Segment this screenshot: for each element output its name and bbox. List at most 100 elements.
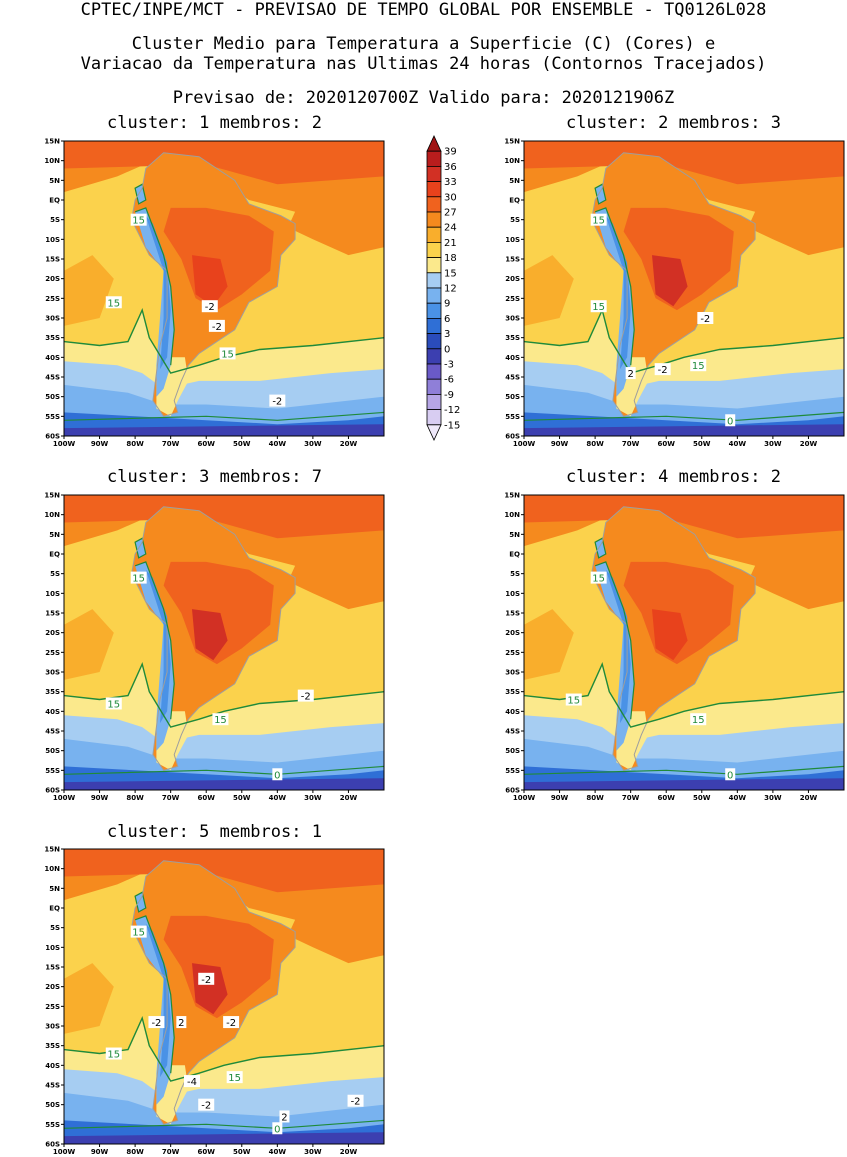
contour-label-box (176, 1016, 187, 1029)
map-panel-4: 15N 10N 5N EQ 5S 10S 15S 20S 25S 30S 35S 40S 45S 50S 5… (504, 492, 845, 801)
map-panel-2: 15N 10N 5N EQ 5S 10S 15S 20S 25S 30S 35S 40S 45S 50S 5… (504, 138, 845, 447)
lon-label: 30W (764, 794, 782, 801)
colorbar-segment (426, 287, 442, 304)
colorbar-label: 6 (444, 314, 450, 325)
lon-label: 80W (586, 794, 604, 801)
lon-label: 90W (551, 440, 569, 447)
lat-label: 50S (505, 747, 520, 755)
lat-label: 40S (505, 708, 520, 716)
map-frame (523, 140, 845, 437)
lat-label: 35S (505, 334, 520, 342)
colorbar-label: 3 (444, 329, 450, 340)
contour-label: 15 (221, 349, 234, 360)
lon-label: 40W (269, 794, 287, 801)
coastline (591, 506, 756, 771)
colorbar-label: 12 (444, 284, 457, 295)
contour-label-box (148, 1016, 165, 1029)
lat-label: 45S (45, 1082, 60, 1090)
lon-label: 20W (340, 794, 358, 801)
contour-label: 2 (178, 1018, 184, 1029)
lon-label: 80W (586, 440, 604, 447)
contour-label-box (272, 768, 283, 781)
contour-label: 15 (107, 1050, 120, 1061)
contour-label-box (725, 414, 736, 427)
colorbar-segment (426, 409, 442, 426)
lat-label: 15N (504, 138, 520, 146)
lat-label: EQ (49, 197, 60, 205)
tropical-ocean-band (64, 849, 384, 893)
andes-high-region (145, 569, 171, 724)
lon-label: 80W (126, 440, 144, 447)
lat-label: 30S (505, 669, 520, 677)
lat-label: 5N (509, 177, 520, 185)
coastline (131, 506, 296, 771)
lat-label: 20S (45, 983, 60, 991)
andes-high-region (605, 215, 631, 370)
lat-label: 30S (45, 669, 60, 677)
ecuador-cold-patch (134, 891, 147, 913)
contour-label: -2 (151, 1018, 161, 1029)
contour-label: 15 (692, 361, 705, 372)
lat-label: 25S (45, 649, 60, 657)
lat-label: 35S (45, 1042, 60, 1050)
lat-label: 10S (505, 590, 520, 598)
andes-isotherm-line (594, 561, 635, 720)
lat-label: 35S (45, 688, 60, 696)
pacific-warm-patch (64, 963, 114, 1034)
lat-label: 45S (505, 374, 520, 382)
contour-label: 15 (692, 715, 705, 726)
tropical-ocean-band (64, 495, 384, 539)
interior-core-region (652, 255, 688, 307)
map-frame (63, 494, 385, 791)
ecuador-cold-patch (134, 183, 147, 205)
lon-label: 50W (233, 440, 251, 447)
lon-label: 40W (729, 440, 747, 447)
lat-label: 55S (45, 413, 60, 421)
lon-label: 50W (693, 794, 711, 801)
contour-label-box (654, 363, 671, 376)
lat-label: 60S (45, 1141, 60, 1149)
colorbar-top-triangle (426, 135, 442, 152)
lon-label: 100W (53, 1148, 76, 1155)
lat-label: 5S (50, 216, 60, 224)
lon-label: 20W (340, 1148, 358, 1155)
isotherm-0c-line (63, 765, 385, 775)
lat-label: 15S (505, 256, 520, 264)
contour-label: 0 (727, 770, 733, 781)
map-frame (63, 848, 385, 1145)
lat-label: 60S (45, 787, 60, 795)
lon-label: 80W (126, 794, 144, 801)
andes-isotherm-line (594, 207, 635, 366)
forecast-valid-line: Previsao de: 2020120700Z Valido para: 20… (172, 88, 675, 108)
contour-label-box (347, 1094, 364, 1107)
subtitle-line-1: Cluster Medio para Temperatura a Superfi… (131, 34, 716, 54)
main-title: CPTEC/INPE/MCT - PREVISAO DE TEMPO GLOBA… (80, 0, 767, 20)
lat-label: 15S (45, 964, 60, 972)
lat-label: 5N (49, 177, 60, 185)
andes-isotherm-line (134, 561, 175, 720)
lon-label: 40W (269, 440, 287, 447)
contour-label-box (223, 1016, 240, 1029)
lat-label: 55S (505, 413, 520, 421)
colorbar-label: 39 (444, 147, 457, 158)
contour-label-box (269, 394, 286, 407)
lon-label: 70W (162, 440, 180, 447)
contour-label: -2 (272, 397, 282, 408)
andes-isotherm-line (134, 915, 175, 1074)
isotherm-0c-line (523, 765, 845, 775)
lat-label: 5N (509, 531, 520, 539)
contour-label: 0 (727, 416, 733, 427)
contour-label: 15 (592, 216, 605, 227)
contour-label: 2 (627, 369, 633, 380)
lat-label: 40S (45, 354, 60, 362)
colorbar-segment (426, 302, 442, 319)
colorbar-bottom-triangle (426, 424, 442, 441)
andes-high-region (605, 569, 631, 724)
tropical-ocean-band (524, 495, 844, 539)
contour-label: 15 (567, 696, 580, 707)
colorbar-segment (426, 166, 442, 183)
contour-label: -4 (187, 1077, 197, 1088)
contour-label-box (105, 1047, 122, 1060)
lat-label: 10N (504, 157, 520, 165)
